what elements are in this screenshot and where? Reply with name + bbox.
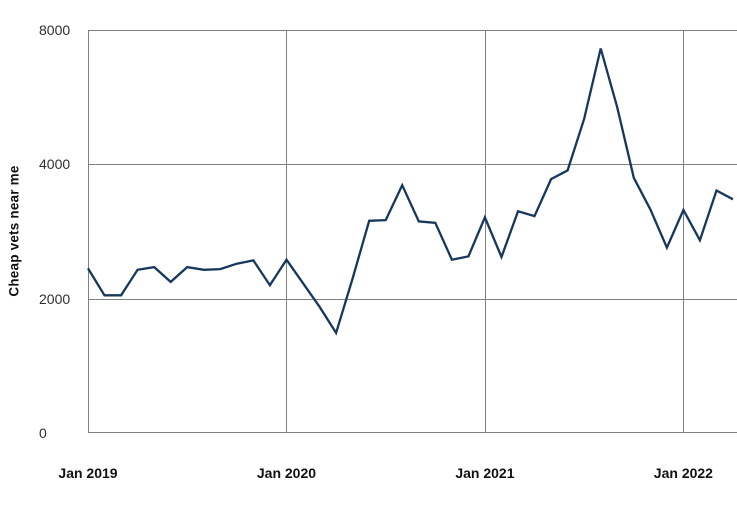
x-tick-label: Jan 2021 [455, 465, 515, 481]
plot-border [88, 30, 737, 433]
series-line [87, 48, 734, 336]
y-tick-label: 0 [39, 425, 47, 441]
x-tick-label: Jan 2022 [653, 465, 713, 481]
x-tick-label: Jan 2019 [58, 465, 118, 481]
y-tick-label: 2000 [39, 290, 71, 307]
x-tick-label: Jan 2020 [256, 465, 317, 481]
y-axis-title: Cheap vets near me [6, 165, 22, 297]
y-tick-label: 8000 [39, 22, 71, 38]
y-tick-label: 4000 [39, 156, 71, 173]
